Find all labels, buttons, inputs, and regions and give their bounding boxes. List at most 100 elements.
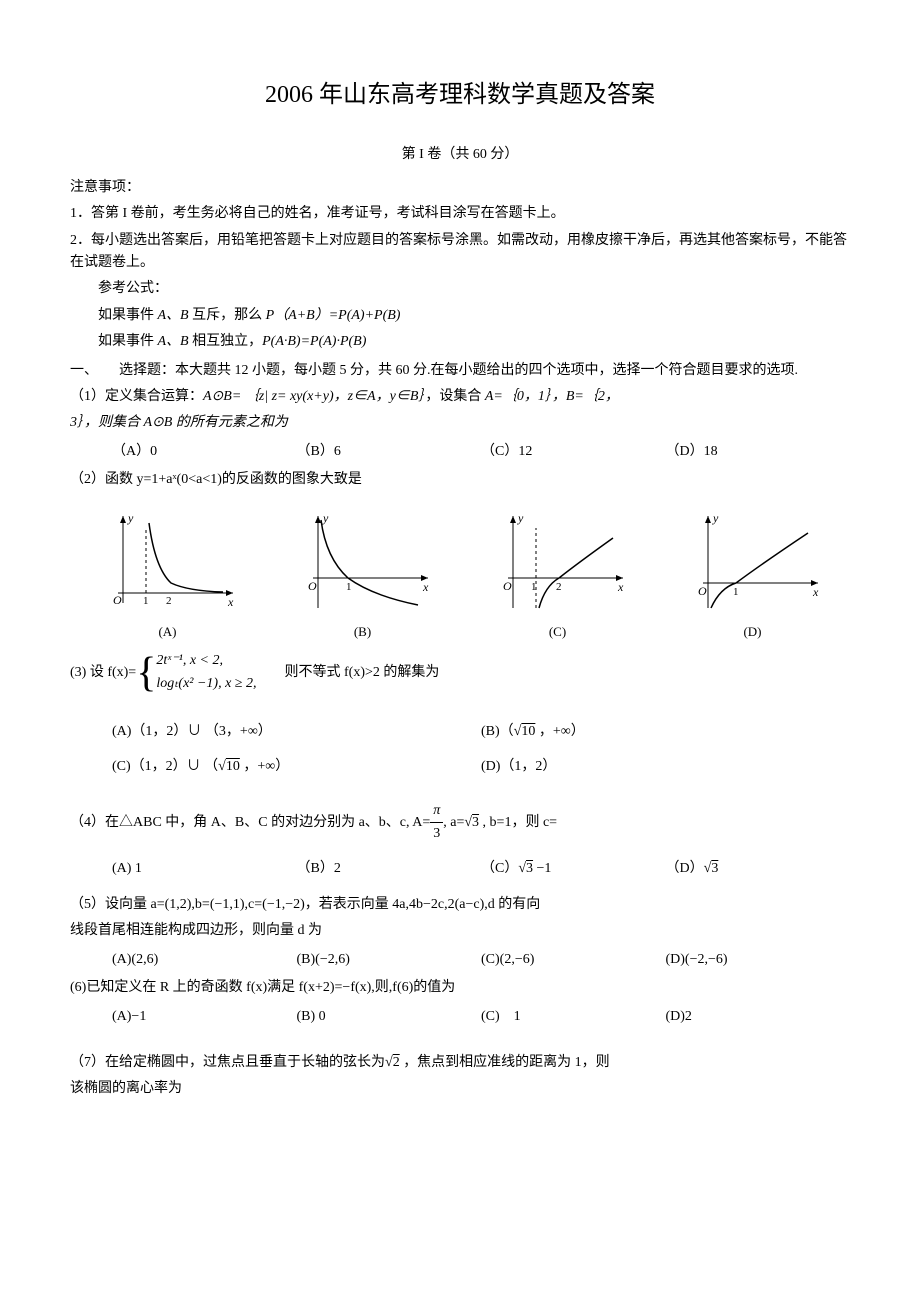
text: （7）在给定椭圆中，过焦点且垂直于长轴的弦长为 <box>70 1055 385 1070</box>
option-b: （B）6 <box>297 441 482 463</box>
svg-text:O: O <box>113 593 122 607</box>
svg-text:x: x <box>617 580 624 594</box>
formula-heading: 参考公式： <box>70 278 850 300</box>
option-c: （C）√3 −1 <box>481 858 666 880</box>
text: （4）在△ABC 中，角 A、B、C 的对边分别为 a、b、c, A= <box>70 815 430 830</box>
svg-text:x: x <box>227 595 234 609</box>
denominator: 3 <box>430 823 443 845</box>
option-a: (A)(2,6) <box>112 949 297 971</box>
option-b: (B)（√10 ，+∞） <box>481 721 850 743</box>
svg-text:2: 2 <box>556 581 562 593</box>
svg-text:y: y <box>322 511 329 525</box>
graph-c: O x y 1 2 (C) <box>483 508 633 643</box>
text: 如果事件 <box>98 308 158 323</box>
expr: P（A+B）=P(A)+P(B) <box>266 308 401 323</box>
svg-text:y: y <box>127 511 134 525</box>
option-a: （A）0 <box>112 441 297 463</box>
option-c: (C) 1 <box>481 1006 666 1028</box>
option-d: （D）18 <box>666 441 851 463</box>
num: 10 <box>226 759 240 774</box>
option-c: (C)(2,−6) <box>481 949 666 971</box>
option-d: (D)2 <box>666 1006 851 1028</box>
expr: P(A·B)=P(A)·P(B) <box>262 334 366 349</box>
num: 3 <box>711 861 718 876</box>
text: 相互独立， <box>189 334 263 349</box>
text: 互斥，那么 <box>189 308 266 323</box>
text: （1）定义集合运算： <box>70 389 203 404</box>
sqrt-icon: √3 <box>464 815 479 830</box>
option-a: (A)−1 <box>112 1006 297 1028</box>
graph-a-label: (A) <box>93 622 243 643</box>
text: （2）函数 y=1+aˣ(0<a<1)的反函数的图象大致是 <box>70 472 362 487</box>
svg-text:1: 1 <box>346 581 352 593</box>
svg-text:O: O <box>698 584 707 598</box>
graph-a-svg: O x y 1 2 <box>93 508 243 618</box>
piece: logₜ(x² −1), x ≥ 2, <box>156 673 256 695</box>
svg-text:y: y <box>712 511 719 525</box>
text: (B)（ <box>481 724 514 739</box>
svg-text:O: O <box>503 579 512 593</box>
note-item: 2．每小题选出答案后，用铅笔把答题卡上对应题目的答案标号涂黑。如需改动，用橡皮擦… <box>70 230 850 275</box>
numerator: π <box>430 800 443 823</box>
graph-b-svg: O x y 1 <box>288 508 438 618</box>
graph-d-label: (D) <box>678 622 828 643</box>
formula-line: 如果事件 A、B 相互独立，P(A·B)=P(A)·P(B) <box>70 331 850 353</box>
sqrt-icon: √10 <box>218 759 240 774</box>
num: 3 <box>472 815 479 830</box>
question-5-line2: 线段首尾相连能构成四边形，则向量 d 为 <box>70 920 850 942</box>
q2-graphs: O x y 1 2 (A) O x y 1 (B) <box>70 508 850 643</box>
num: 10 <box>521 724 535 739</box>
sqrt-icon: √3 <box>704 861 719 876</box>
question-1-options: （A）0 （B）6 （C）12 （D）18 <box>70 441 850 463</box>
option-d: (D)（1，2） <box>481 756 850 778</box>
brace-icon: { <box>136 652 156 694</box>
option-a: (A) 1 <box>112 858 297 880</box>
notes-heading: 注意事项： <box>70 177 850 199</box>
question-7: （7）在给定椭圆中，过焦点且垂直于长轴的弦长为√2 ，焦点到相应准线的距离为 1… <box>70 1052 850 1074</box>
formula-line: 如果事件 A、B 互斥，那么 P（A+B）=P(A)+P(B) <box>70 305 850 327</box>
text: ，+∞） <box>240 759 289 774</box>
piecewise: 2tˣ⁻¹, x < 2, logₜ(x² −1), x ≥ 2, <box>156 650 256 695</box>
question-5-options: (A)(2,6) (B)(−2,6) (C)(2,−6) (D)(−2,−6) <box>70 949 850 971</box>
section-heading: 一、 选择题：本大题共 12 小题，每小题 5 分，共 60 分.在每小题给出的… <box>70 360 850 382</box>
text: 则不等式 f(x)>2 的解集为 <box>271 662 440 684</box>
text: , a= <box>443 815 464 830</box>
option-c: (C)（1，2）∪ （√10 ，+∞） <box>112 756 481 778</box>
question-6: (6)已知定义在 R 上的奇函数 f(x)满足 f(x+2)=−f(x),则,f… <box>70 977 850 999</box>
question-1: （1）定义集合运算：A⊙B= ｛z| z= xy(x+y)，z∈A，y∈B｝，设… <box>70 386 850 408</box>
text: ，焦点到相应准线的距离为 1，则 <box>400 1055 610 1070</box>
page-title: 2006 年山东高考理科数学真题及答案 <box>70 76 850 114</box>
question-3-options: (A)（1，2）∪ （3，+∞） (B)（√10 ，+∞） (C)（1，2）∪ … <box>70 715 850 784</box>
option-c: （C）12 <box>481 441 666 463</box>
num: 3 <box>526 861 533 876</box>
fraction: π3 <box>430 800 443 846</box>
graph-c-svg: O x y 1 2 <box>483 508 633 618</box>
svg-text:O: O <box>308 579 317 593</box>
graph-b: O x y 1 (B) <box>288 508 438 643</box>
paper-section-title: 第 I 卷（共 60 分） <box>70 144 850 166</box>
option-d: (D)(−2,−6) <box>666 949 851 971</box>
graph-c-label: (C) <box>483 622 633 643</box>
option-b: （B）2 <box>297 858 482 880</box>
text: ，设集合 <box>425 389 485 404</box>
graph-d: O x y 1 (D) <box>678 508 828 643</box>
expr: A⊙B= ｛z| z= xy(x+y)，z∈A，y∈B｝ <box>203 389 425 404</box>
sqrt-icon: √10 <box>514 724 536 739</box>
expr: A=｛0，1｝，B=｛2， <box>485 389 619 404</box>
text: （C） <box>481 861 518 876</box>
var: A、B <box>158 308 189 323</box>
svg-text:2: 2 <box>166 595 172 607</box>
text: (3) 设 f(x)= <box>70 662 136 684</box>
option-b: (B) 0 <box>297 1006 482 1028</box>
option-a: (A)（1，2）∪ （3，+∞） <box>112 721 481 743</box>
svg-text:y: y <box>517 511 524 525</box>
text: , b=1，则 c= <box>479 815 557 830</box>
graph-d-svg: O x y 1 <box>678 508 828 618</box>
question-6-options: (A)−1 (B) 0 (C) 1 (D)2 <box>70 1006 850 1028</box>
piece: 2tˣ⁻¹, x < 2, <box>156 650 256 672</box>
svg-text:1: 1 <box>733 586 739 598</box>
question-4-options: (A) 1 （B）2 （C）√3 −1 （D）√3 <box>70 858 850 880</box>
question-4: （4）在△ABC 中，角 A、B、C 的对边分别为 a、b、c, A=π3, a… <box>70 800 850 846</box>
note-item: 1．答第 I 卷前，考生务必将自己的姓名，准考证号，考试科目涂写在答题卡上。 <box>70 203 850 225</box>
text: 如果事件 <box>98 334 158 349</box>
